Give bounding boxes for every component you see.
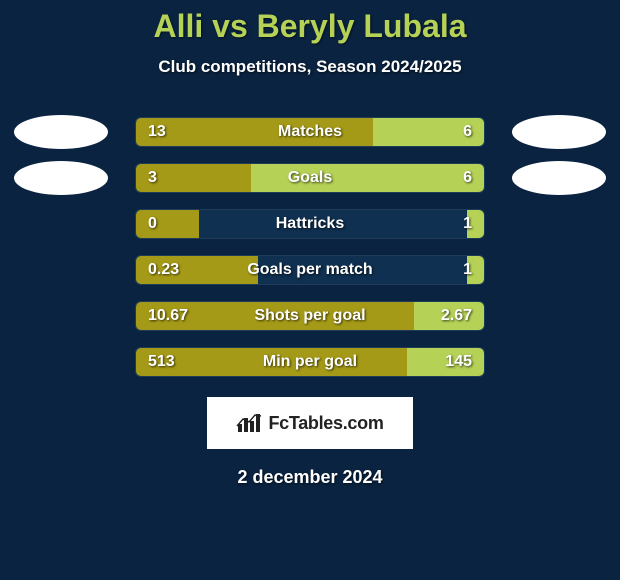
bar-fill-right	[251, 164, 484, 192]
stat-row: 0.231Goals per match	[0, 251, 620, 297]
date-label: 2 december 2024	[0, 467, 620, 488]
avatar-left	[14, 115, 108, 149]
bar-fill-right	[414, 302, 484, 330]
stat-row: 513145Min per goal	[0, 343, 620, 389]
bar-fill-left	[136, 210, 199, 238]
stat-row: 36Goals	[0, 159, 620, 205]
stat-bar: 0.231Goals per match	[135, 255, 485, 285]
bar-fill-left	[136, 302, 414, 330]
stat-row: 10.672.67Shots per goal	[0, 297, 620, 343]
comparison-container: Alli vs Beryly Lubala Club competitions,…	[0, 0, 620, 580]
stats-rows: 136Matches 36Goals 01Hattricks 0.231Goals p…	[0, 113, 620, 389]
avatar-right	[512, 115, 606, 149]
stat-bar: 36Goals	[135, 163, 485, 193]
stat-bar: 01Hattricks	[135, 209, 485, 239]
bar-fill-right	[467, 210, 484, 238]
subtitle: Club competitions, Season 2024/2025	[0, 57, 620, 77]
bar-fill-right	[407, 348, 484, 376]
brand-banner[interactable]: FcTables.com	[207, 397, 413, 449]
avatar-left	[14, 161, 108, 195]
stat-row: 136Matches	[0, 113, 620, 159]
brand-text: FcTables.com	[268, 413, 383, 434]
avatar-right	[512, 161, 606, 195]
bar-fill-left	[136, 118, 373, 146]
stat-bar: 10.672.67Shots per goal	[135, 301, 485, 331]
page-title: Alli vs Beryly Lubala	[0, 8, 620, 45]
bar-fill-left	[136, 348, 407, 376]
stat-bar: 513145Min per goal	[135, 347, 485, 377]
bar-fill-left	[136, 256, 258, 284]
bar-fill-left	[136, 164, 251, 192]
brand-logo-icon	[236, 412, 262, 434]
bar-fill-right	[373, 118, 484, 146]
stat-bar: 136Matches	[135, 117, 485, 147]
stat-row: 01Hattricks	[0, 205, 620, 251]
bar-fill-right	[467, 256, 484, 284]
